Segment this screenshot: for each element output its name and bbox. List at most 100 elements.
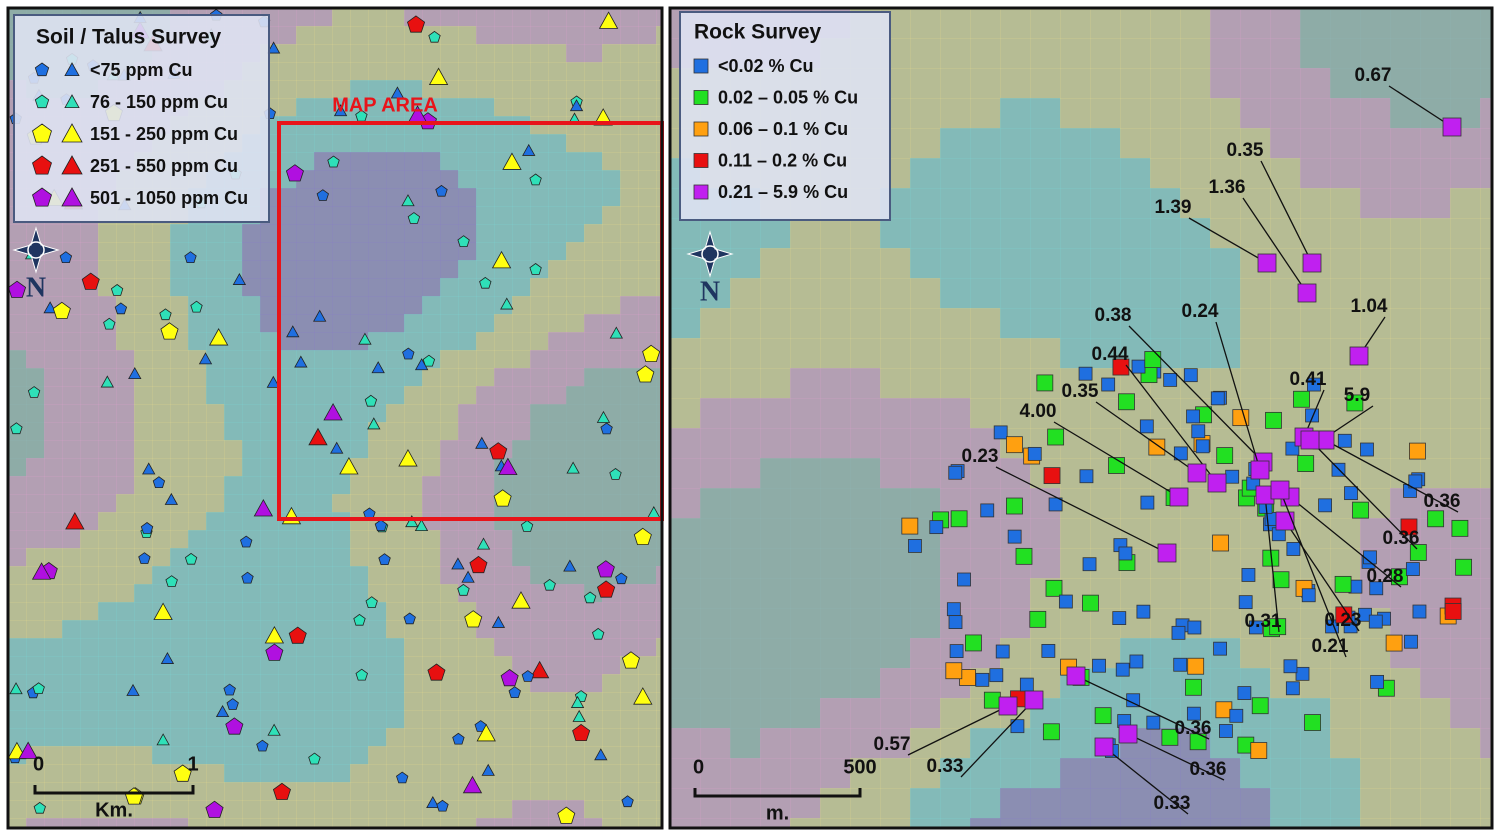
zone-cell (80, 548, 99, 567)
sample-marker (594, 748, 608, 761)
sample-marker (1405, 562, 1420, 576)
zone-cell (44, 638, 63, 657)
zone-cell (116, 818, 135, 828)
zone-cell (1210, 98, 1241, 129)
zone-cell (332, 800, 351, 819)
zone-cell (386, 782, 405, 801)
zone-cell (458, 62, 477, 81)
zone-cell (512, 782, 531, 801)
zone-cell (386, 44, 405, 63)
zone-cell (548, 260, 567, 279)
zone-cell (1300, 818, 1331, 828)
zone-cell (332, 530, 351, 549)
zone-cell (458, 458, 477, 477)
sample-marker (140, 522, 154, 534)
zone-cell (170, 728, 189, 747)
zone-cell (1330, 668, 1361, 699)
zone-cell (700, 308, 731, 339)
sample-marker (929, 520, 944, 535)
zone-cell (206, 404, 225, 423)
zone-cell (314, 764, 333, 783)
zone-cell (350, 638, 369, 657)
zone-cell (940, 338, 971, 369)
zone-cell (350, 692, 369, 711)
zone-cell (440, 260, 459, 279)
zone-cell (116, 242, 135, 261)
zone-cell (530, 602, 549, 621)
sample-marker (948, 465, 963, 480)
zone-cell (242, 296, 261, 315)
zone-cell (850, 518, 881, 549)
sample-marker (1045, 579, 1063, 597)
zone-cell (44, 368, 63, 387)
zone-cell (476, 746, 495, 765)
zone-cell (296, 656, 315, 675)
zone-cell (386, 386, 405, 405)
zone-cell (386, 332, 405, 351)
zone-cell (1480, 728, 1492, 759)
zone-cell (1060, 98, 1091, 129)
zone-cell (820, 638, 851, 669)
zone-cell (1000, 608, 1031, 639)
zone-cell (404, 224, 423, 243)
zone-cell (566, 674, 585, 693)
zone-cell (566, 656, 585, 675)
zone-cell (1300, 38, 1331, 69)
zone-cell (116, 548, 135, 567)
sample-marker (1286, 542, 1301, 556)
zone-cell (730, 398, 761, 429)
zone-cell (206, 296, 225, 315)
zone-cell (494, 566, 513, 585)
zone-cell (1150, 458, 1181, 489)
zone-cell (620, 116, 639, 135)
zone-cell (44, 584, 63, 603)
zone-cell (512, 368, 531, 387)
zone-cell (80, 458, 99, 477)
zone-cell (1180, 8, 1211, 39)
zone-cell (1090, 8, 1121, 39)
zone-cell (656, 296, 662, 315)
zone-cell (910, 788, 941, 819)
legend-symbol (61, 155, 83, 175)
zone-cell (350, 548, 369, 567)
sample-marker (330, 441, 344, 454)
zone-cell (458, 332, 477, 351)
left-panel-frame (6, 6, 664, 830)
zone-cell (476, 332, 495, 351)
zone-cell (260, 422, 279, 441)
zone-cell (98, 566, 117, 585)
zone-cell (476, 170, 495, 189)
zone-cell (548, 476, 567, 495)
zone-cell (44, 278, 63, 297)
zone-cell (656, 260, 662, 279)
zone-cell (584, 188, 603, 207)
zone-cell (62, 368, 81, 387)
zone-cell (1360, 248, 1391, 279)
zone-cell (1300, 638, 1331, 669)
zone-cell (314, 620, 333, 639)
zone-cell (530, 566, 549, 585)
zone-cell (440, 296, 459, 315)
zone-cell (278, 674, 297, 693)
zone-cell (368, 278, 387, 297)
zone-cell (638, 458, 657, 477)
zone-cell (566, 206, 585, 225)
zone-cell (188, 404, 207, 423)
zone-cell (700, 668, 731, 699)
zone-cell (116, 314, 135, 333)
sample-marker (1444, 603, 1462, 620)
sample-marker (159, 308, 172, 321)
zone-cell (1240, 818, 1271, 828)
zone-cell (940, 8, 971, 39)
zone-cell (584, 422, 603, 441)
sample-marker (1346, 394, 1364, 412)
zone-cell (422, 530, 441, 549)
zone-cell (80, 314, 99, 333)
zone-cell (170, 404, 189, 423)
sample-marker (1304, 714, 1321, 731)
zone-cell (368, 242, 387, 261)
zone-cell (26, 278, 45, 297)
zone-cell (1270, 788, 1301, 819)
zone-cell (512, 440, 531, 459)
zone-cell (1270, 68, 1301, 99)
